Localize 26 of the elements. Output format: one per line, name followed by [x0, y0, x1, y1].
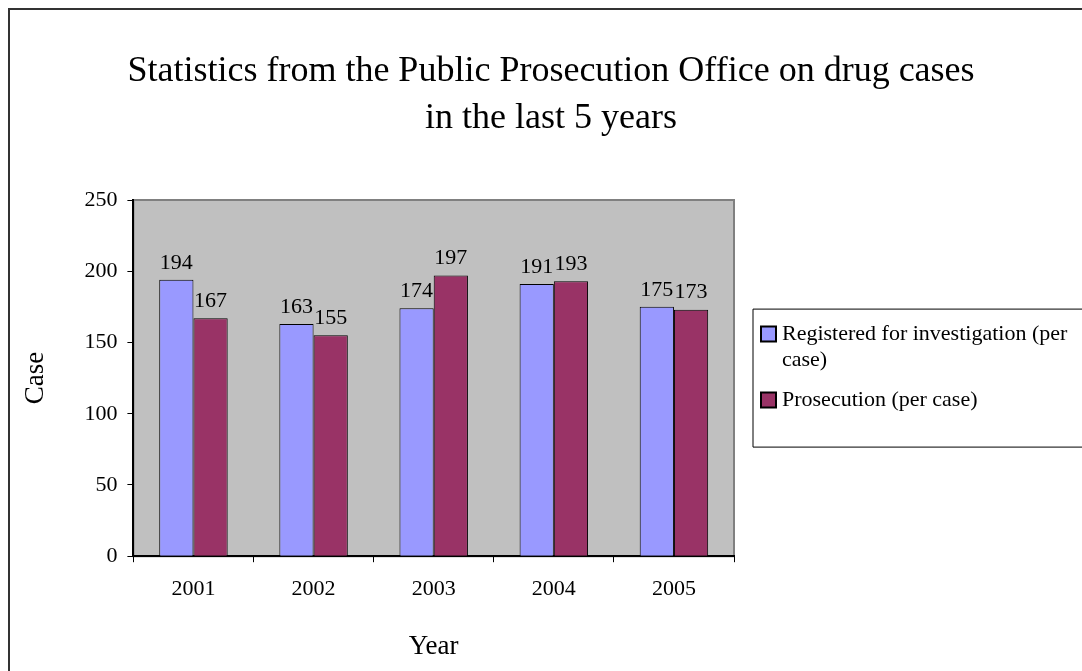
y-tick-label: 250	[84, 185, 118, 211]
x-tick-label: 2001	[171, 575, 216, 601]
y-tick-label: 150	[84, 328, 118, 354]
data-label: 155	[314, 304, 348, 330]
x-tick-label: 2002	[291, 575, 336, 601]
data-label: 194	[159, 248, 193, 274]
y-tick-label: 200	[84, 257, 118, 283]
x-axis-title: Year	[408, 629, 459, 660]
x-tick-label: 2005	[651, 575, 696, 601]
x-tick-label: 2004	[531, 575, 576, 601]
y-tick-label: 100	[84, 399, 118, 425]
data-label: 174	[400, 277, 434, 303]
legend-label: Prosecution (per case)	[782, 385, 978, 411]
data-label: 167	[194, 287, 228, 313]
data-label: 175	[640, 275, 674, 301]
y-tick-label: 50	[95, 470, 118, 496]
x-tick-label: 2003	[411, 575, 456, 601]
y-tick-label: 0	[106, 541, 118, 567]
data-label: 163	[279, 292, 313, 318]
data-label: 191	[520, 252, 554, 278]
y-axis-title: Case	[19, 351, 50, 405]
data-label: 193	[554, 249, 588, 275]
chart-title: Statistics from the Public Prosecution Office on drug cases in the last 5 years	[126, 48, 976, 138]
data-label: 197	[434, 244, 468, 270]
data-label: 173	[674, 278, 708, 304]
legend-label: Registered for investigation (per case)	[782, 319, 1068, 371]
